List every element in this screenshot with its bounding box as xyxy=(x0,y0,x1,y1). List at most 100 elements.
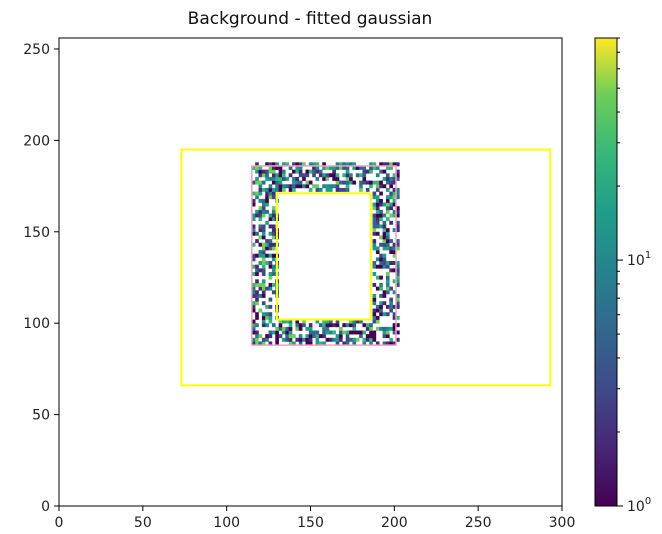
heatmap-cell xyxy=(382,169,387,174)
heatmap-cell xyxy=(372,202,377,207)
heatmap-cell xyxy=(396,162,400,167)
heatmap-cell xyxy=(251,242,256,247)
heatmap-cell xyxy=(315,330,320,335)
heatmap-cell xyxy=(265,202,269,207)
heatmap-cell xyxy=(372,231,377,236)
heatmap-cell xyxy=(318,323,323,328)
heatmap-cell xyxy=(345,330,350,335)
heatmap-cell xyxy=(375,195,380,200)
heatmap-cell xyxy=(281,326,286,331)
heatmap-cell xyxy=(396,330,400,335)
heatmap-cell xyxy=(365,337,370,342)
heatmap-cell xyxy=(265,304,269,309)
heatmap-cell xyxy=(298,323,303,328)
heatmap-cell xyxy=(345,165,350,170)
heatmap-cell xyxy=(362,165,367,170)
heatmap-cell xyxy=(372,180,377,185)
heatmap-cell xyxy=(285,334,290,339)
heatmap-cell xyxy=(268,272,273,276)
heatmap-cell xyxy=(392,279,397,284)
heatmap-cell xyxy=(335,187,340,192)
heatmap-cell xyxy=(308,169,313,174)
heatmap-cell xyxy=(308,341,313,346)
heatmap-cell xyxy=(352,326,357,331)
heatmap-cell xyxy=(261,231,266,236)
heatmap-cell xyxy=(359,319,363,324)
heatmap-cell xyxy=(305,337,310,342)
heatmap-cell xyxy=(271,162,276,167)
heatmap-cell xyxy=(385,217,390,222)
heatmap-cell xyxy=(372,220,377,225)
heatmap-cell xyxy=(305,169,310,174)
heatmap-cell xyxy=(325,173,330,178)
heatmap-cell xyxy=(382,184,387,189)
heatmap-cell xyxy=(389,165,393,170)
heatmap-cell xyxy=(305,326,310,331)
heatmap-cell xyxy=(375,257,380,262)
heatmap-cell xyxy=(255,337,259,342)
heatmap-cell xyxy=(295,326,300,331)
heatmap-cell xyxy=(345,180,350,185)
heatmap-cell xyxy=(392,261,397,265)
heatmap-cell xyxy=(375,231,380,236)
heatmap-cell xyxy=(268,275,273,280)
heatmap-cell xyxy=(261,250,266,255)
heatmap-cell xyxy=(372,272,377,276)
heatmap-cell xyxy=(375,304,380,309)
heatmap-cell xyxy=(268,176,273,181)
heatmap-cell xyxy=(328,323,333,328)
heatmap-cell xyxy=(285,330,290,335)
heatmap-cell xyxy=(372,330,377,335)
heatmap-cell xyxy=(255,334,259,339)
heatmap-cell xyxy=(325,319,330,324)
heatmap-cell xyxy=(379,198,383,203)
heatmap-cell xyxy=(271,246,276,251)
heatmap-cell xyxy=(265,169,269,174)
heatmap-cell xyxy=(261,169,266,174)
heatmap-cell xyxy=(396,242,400,247)
heatmap-cell xyxy=(359,165,363,170)
heatmap-cell xyxy=(308,330,313,335)
heatmap-cell xyxy=(322,173,326,178)
heatmap-cell xyxy=(251,337,256,342)
heatmap-cell xyxy=(332,176,336,181)
heatmap-cell xyxy=(265,315,269,320)
heatmap-cell xyxy=(389,184,393,189)
heatmap-cell xyxy=(255,169,259,174)
heatmap-cell xyxy=(322,330,326,335)
heatmap-cell xyxy=(345,187,350,192)
heatmap-cell xyxy=(375,246,380,251)
heatmap-cell xyxy=(265,246,269,251)
heatmap-cell xyxy=(392,187,397,192)
heatmap-cell xyxy=(271,272,276,276)
heatmap-cell xyxy=(302,184,306,189)
heatmap-cell xyxy=(255,297,259,302)
heatmap-cell xyxy=(261,206,266,211)
heatmap-cell xyxy=(382,242,387,247)
heatmap-cell xyxy=(271,176,276,181)
heatmap-cell xyxy=(389,195,393,200)
heatmap-cell xyxy=(325,330,330,335)
heatmap-cell xyxy=(396,195,400,200)
heatmap-cell xyxy=(258,293,263,298)
x-tick-label: 250 xyxy=(465,515,492,531)
heatmap-cell xyxy=(355,319,360,324)
heatmap-cell xyxy=(261,301,266,306)
heatmap-cell xyxy=(392,304,397,309)
heatmap-cell xyxy=(315,184,320,189)
heatmap-cell xyxy=(318,334,323,339)
y-tick-label: 100 xyxy=(23,316,50,332)
heatmap-cell xyxy=(318,341,323,346)
heatmap-cell xyxy=(385,198,390,203)
heatmap-cell xyxy=(349,180,353,185)
heatmap-cell xyxy=(396,272,400,276)
heatmap-cell xyxy=(255,213,259,218)
heatmap-cell xyxy=(275,337,279,342)
heatmap-cell xyxy=(265,286,269,291)
heatmap-cell xyxy=(271,282,276,287)
heatmap-cell xyxy=(271,180,276,185)
heatmap-cell xyxy=(382,261,387,265)
heatmap-cell xyxy=(332,330,336,335)
heatmap-cell xyxy=(265,162,269,167)
